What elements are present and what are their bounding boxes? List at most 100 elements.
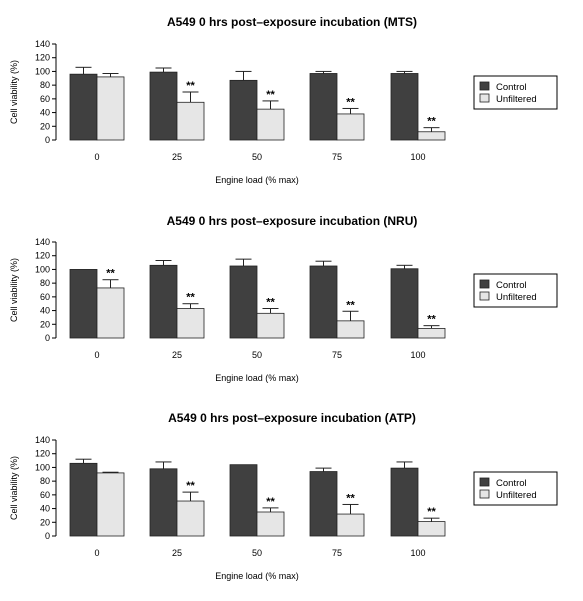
chart-panel-nru: A549 0 hrs post–exposure incubation (NRU… xyxy=(9,214,558,383)
y-tick-label: 0 xyxy=(45,333,50,343)
significance-marker: ** xyxy=(266,89,275,101)
significance-marker: ** xyxy=(186,80,195,92)
x-tick-label: 75 xyxy=(332,350,342,360)
significance-marker: ** xyxy=(346,96,355,108)
bar-control xyxy=(229,464,258,537)
bar-control xyxy=(69,269,98,339)
y-tick-label: 20 xyxy=(40,121,50,131)
significance-marker: ** xyxy=(346,492,355,504)
y-tick-label: 140 xyxy=(35,39,50,49)
bar-unfiltered xyxy=(256,108,285,141)
y-tick-label: 140 xyxy=(35,435,50,445)
bar-unfiltered xyxy=(336,320,365,339)
x-tick-label: 100 xyxy=(410,152,425,162)
y-tick-label: 0 xyxy=(45,135,50,145)
legend-swatch xyxy=(479,477,490,487)
y-tick-label: 0 xyxy=(45,531,50,541)
y-tick-label: 20 xyxy=(40,517,50,527)
x-tick-label: 100 xyxy=(410,548,425,558)
y-tick-label: 100 xyxy=(35,462,50,472)
bar-control xyxy=(390,467,419,537)
bar-control xyxy=(309,471,338,537)
legend-swatch xyxy=(479,93,490,103)
bar-unfiltered xyxy=(256,312,285,339)
legend-swatch xyxy=(479,489,490,499)
x-tick-label: 25 xyxy=(172,350,182,360)
significance-marker: ** xyxy=(427,506,436,518)
bar-unfiltered xyxy=(176,101,205,141)
chart-title: A549 0 hrs post–exposure incubation (ATP… xyxy=(168,411,416,425)
bar-unfiltered xyxy=(176,308,205,339)
chart-title: A549 0 hrs post–exposure incubation (NRU… xyxy=(167,214,418,228)
y-tick-label: 100 xyxy=(35,66,50,76)
x-tick-label: 50 xyxy=(252,152,262,162)
bar-control xyxy=(69,73,98,141)
chart-panel-atp: A549 0 hrs post–exposure incubation (ATP… xyxy=(9,411,558,581)
y-tick-label: 80 xyxy=(40,278,50,288)
bar-unfiltered xyxy=(96,76,125,141)
bar-control xyxy=(69,462,98,537)
y-axis-label: Cell viability (%) xyxy=(9,60,19,124)
significance-marker: ** xyxy=(427,116,436,128)
x-axis-label: Engine load (% max) xyxy=(215,571,299,581)
x-tick-label: 75 xyxy=(332,152,342,162)
bar-unfiltered xyxy=(417,131,446,141)
y-tick-label: 20 xyxy=(40,319,50,329)
y-tick-label: 140 xyxy=(35,237,50,247)
y-tick-label: 40 xyxy=(40,108,50,118)
bar-unfiltered xyxy=(417,327,446,339)
chart-panel-mts: A549 0 hrs post–exposure incubation (MTS… xyxy=(9,15,558,185)
y-axis-label: Cell viability (%) xyxy=(9,258,19,322)
y-tick-label: 60 xyxy=(40,94,50,104)
bar-unfiltered xyxy=(336,513,365,537)
bar-control xyxy=(309,265,338,339)
significance-marker: ** xyxy=(266,297,275,309)
significance-marker: ** xyxy=(186,292,195,304)
y-tick-label: 100 xyxy=(35,264,50,274)
bar-unfiltered xyxy=(336,113,365,141)
y-axis-label: Cell viability (%) xyxy=(9,456,19,520)
significance-marker: ** xyxy=(266,496,275,508)
bar-control xyxy=(149,264,178,339)
bar-control xyxy=(229,79,258,141)
significance-marker: ** xyxy=(186,480,195,492)
legend-swatch xyxy=(479,279,490,289)
x-tick-label: 25 xyxy=(172,548,182,558)
legend-label: Unfiltered xyxy=(496,292,537,303)
legend-label: Control xyxy=(496,478,527,489)
significance-marker: ** xyxy=(427,314,436,326)
legend-swatch xyxy=(479,291,490,301)
bar-control xyxy=(229,265,258,339)
y-tick-label: 120 xyxy=(35,53,50,63)
bar-control xyxy=(390,73,419,141)
significance-marker: ** xyxy=(106,268,115,280)
legend-box xyxy=(473,75,558,110)
significance-marker: ** xyxy=(346,299,355,311)
x-tick-label: 0 xyxy=(94,548,99,558)
bar-control xyxy=(149,468,178,537)
x-tick-label: 0 xyxy=(94,350,99,360)
x-tick-label: 50 xyxy=(252,548,262,558)
legend-label: Unfiltered xyxy=(496,94,537,105)
y-tick-label: 120 xyxy=(35,251,50,261)
x-axis-label: Engine load (% max) xyxy=(215,373,299,383)
bar-control xyxy=(149,71,178,141)
y-tick-label: 80 xyxy=(40,476,50,486)
y-tick-label: 60 xyxy=(40,292,50,302)
y-tick-label: 120 xyxy=(35,449,50,459)
y-tick-label: 60 xyxy=(40,490,50,500)
bar-unfiltered xyxy=(176,500,205,537)
legend-box xyxy=(473,273,558,308)
x-tick-label: 0 xyxy=(94,152,99,162)
legend-box xyxy=(473,471,558,506)
bar-control xyxy=(309,73,338,141)
legend-label: Control xyxy=(496,82,527,93)
x-tick-label: 25 xyxy=(172,152,182,162)
bar-unfiltered xyxy=(256,511,285,537)
legend-label: Unfiltered xyxy=(496,490,537,501)
legend-label: Control xyxy=(496,280,527,291)
chart-title: A549 0 hrs post–exposure incubation (MTS… xyxy=(167,15,417,29)
x-tick-label: 100 xyxy=(410,350,425,360)
